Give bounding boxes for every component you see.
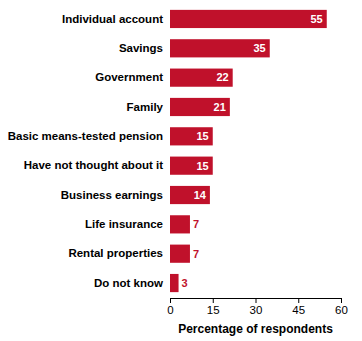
tick: Have not thought about it bbox=[24, 159, 170, 171]
data-label: 21 bbox=[214, 101, 226, 113]
tick: Family bbox=[127, 101, 170, 113]
value-axis: 0 15 30 45 60 bbox=[167, 298, 348, 316]
category-label: Savings bbox=[119, 42, 163, 54]
category-label: Life insurance bbox=[85, 218, 163, 230]
tick-label: 30 bbox=[250, 304, 263, 316]
bar bbox=[170, 157, 213, 175]
category-label: Rental properties bbox=[68, 247, 163, 259]
bar bbox=[170, 69, 233, 87]
bar bbox=[170, 215, 190, 233]
tick-mark bbox=[298, 298, 299, 303]
category-label: Business earnings bbox=[61, 189, 163, 201]
tick: 15 bbox=[207, 298, 220, 316]
bar bbox=[170, 98, 230, 116]
tick-mark bbox=[341, 298, 342, 303]
tick-label: 0 bbox=[167, 304, 173, 316]
bars bbox=[170, 10, 327, 292]
tick: Life insurance bbox=[85, 218, 170, 230]
bar bbox=[170, 186, 210, 204]
category-label: Family bbox=[127, 101, 164, 113]
category-label: Basic means-tested pension bbox=[8, 130, 163, 142]
category-label: Individual account bbox=[62, 13, 163, 25]
tick-mark bbox=[170, 298, 171, 303]
tick: Individual account bbox=[62, 13, 170, 25]
tick-mark bbox=[213, 298, 214, 303]
data-label: 3 bbox=[182, 277, 188, 289]
tick: Savings bbox=[119, 42, 170, 54]
tick: Business earnings bbox=[61, 189, 170, 201]
data-label: 15 bbox=[197, 130, 209, 142]
bar bbox=[170, 10, 327, 28]
tick-label: 60 bbox=[335, 304, 348, 316]
tick: 0 bbox=[167, 298, 173, 316]
tick: 60 bbox=[335, 298, 348, 316]
tick-label: 15 bbox=[207, 304, 220, 316]
bar bbox=[170, 127, 213, 145]
chart: 55 35 22 21 15 15 14 7 7 3 Individual account Savin… bbox=[0, 0, 362, 341]
tick-label: 45 bbox=[292, 304, 305, 316]
category-label: Government bbox=[95, 71, 163, 83]
tick: 30 bbox=[250, 298, 263, 316]
bar bbox=[170, 39, 270, 57]
tick: Basic means-tested pension bbox=[8, 130, 170, 142]
axis-line bbox=[171, 299, 342, 304]
data-label: 14 bbox=[194, 189, 207, 201]
category-axis: Individual account Savings Government Famil… bbox=[8, 13, 170, 289]
data-labels: 55 35 22 21 15 15 14 7 7 3 bbox=[182, 13, 323, 289]
tick: Government bbox=[95, 71, 170, 83]
axis-title: Percentage of respondents bbox=[178, 322, 333, 336]
data-label: 7 bbox=[193, 248, 199, 260]
tick: 45 bbox=[292, 298, 305, 316]
tick: Rental properties bbox=[68, 247, 170, 259]
tick-mark bbox=[256, 298, 257, 303]
category-label: Have not thought about it bbox=[24, 159, 163, 171]
data-label: 35 bbox=[254, 42, 266, 54]
data-label: 7 bbox=[193, 218, 199, 230]
data-label: 55 bbox=[311, 13, 323, 25]
plot: 55 35 22 21 15 15 14 7 7 3 Individual account Savin… bbox=[8, 10, 348, 316]
data-label: 22 bbox=[216, 71, 228, 83]
tick: Do not know bbox=[94, 277, 170, 289]
data-label: 15 bbox=[197, 160, 209, 172]
category-label: Do not know bbox=[94, 277, 163, 289]
bar bbox=[170, 245, 190, 263]
bar bbox=[170, 274, 179, 292]
